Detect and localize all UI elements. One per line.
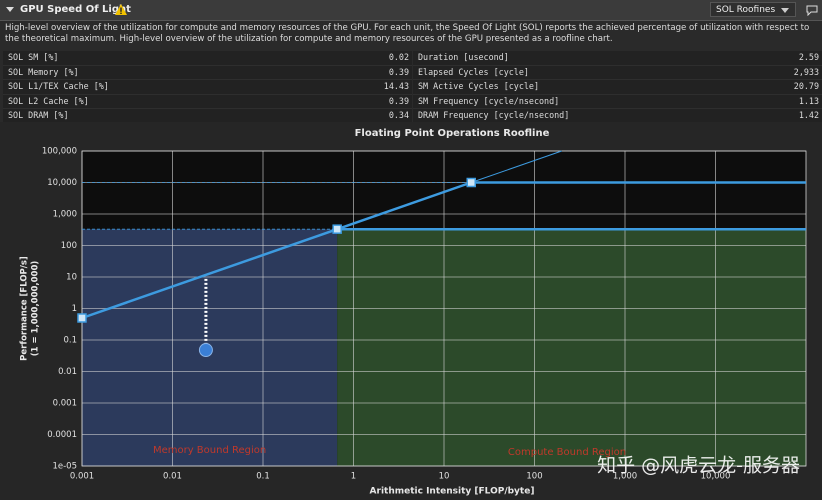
metric-value: 0.39 bbox=[388, 66, 409, 77]
x-tick-label: 0.1 bbox=[256, 472, 270, 482]
metric-row: SOL SM [%] 0.02 bbox=[3, 51, 412, 66]
metric-name: SOL L2 Cache [%] bbox=[8, 95, 89, 106]
x-tick-label: 0.001 bbox=[70, 472, 94, 482]
chart-title: Floating Point Operations Roofline bbox=[355, 128, 550, 139]
metric-value: 0.34 bbox=[388, 110, 409, 121]
metric-name: SM Frequency [cycle/nsecond] bbox=[418, 95, 560, 106]
ridge-point bbox=[332, 224, 342, 234]
metrics-table-right: Duration [usecond] 2.59 Elapsed Cycles [cy… bbox=[413, 51, 822, 124]
metric-value: 0.39 bbox=[388, 95, 409, 106]
x-tick-label: 10,000 bbox=[701, 472, 731, 482]
metric-value: 14.43 bbox=[383, 81, 409, 92]
y-tick-label: 100,000 bbox=[42, 147, 77, 157]
metric-value: 1.13 bbox=[798, 95, 819, 106]
y-axis-label: Performance [FLOP/s] bbox=[20, 256, 30, 361]
x-tick-label: 1 bbox=[351, 472, 356, 482]
y-tick-label: 100 bbox=[61, 241, 77, 251]
dropdown-label: SOL Roofines bbox=[716, 5, 776, 15]
metric-row: Elapsed Cycles [cycle] 2,933 bbox=[413, 65, 822, 81]
metric-name: SOL Memory [%] bbox=[8, 66, 79, 77]
metric-value: 2,933 bbox=[793, 66, 819, 77]
plot-border bbox=[81, 150, 807, 467]
metrics-table-left: SOL SM [%] 0.02 SOL Memory [%] 0.39 SOL L1/T… bbox=[3, 51, 412, 124]
x-tick-label: 0.01 bbox=[163, 472, 182, 482]
x-tick-label: 1,000 bbox=[613, 472, 637, 482]
metric-row: SM Frequency [cycle/nsecond] 1.13 bbox=[413, 94, 822, 110]
y-tick-label: 0.1 bbox=[63, 336, 77, 346]
metric-name: Duration [usecond] bbox=[418, 52, 509, 62]
ridge-point bbox=[466, 177, 476, 188]
metric-name: Elapsed Cycles [cycle] bbox=[418, 66, 529, 77]
watermark: 知乎 @风虎云龙-服务器 bbox=[597, 455, 800, 477]
roofline-chart: 0.001 0.01 0.1 1 10 100 1,000 10,000 1e-05 0.0001… bbox=[0, 122, 822, 500]
x-tick-label: 100 bbox=[526, 472, 542, 482]
metric-value: 2.59 bbox=[798, 52, 819, 62]
y-axis-label: (1 = 1,000,000,000) bbox=[31, 261, 41, 357]
metric-row: SM Active Cycles [cycle] 20.79 bbox=[413, 80, 822, 95]
warning-icon[interactable] bbox=[114, 3, 128, 16]
x-tick-label: 10 bbox=[439, 472, 450, 482]
comment-icon[interactable] bbox=[806, 4, 818, 16]
x-axis-label: Arithmetic Intensity [FLOP/byte] bbox=[370, 487, 535, 497]
metric-name: SOL DRAM [%] bbox=[8, 110, 69, 121]
dropdown[interactable]: SOL Roofines bbox=[710, 2, 796, 17]
metric-value: 20.79 bbox=[793, 81, 819, 92]
y-tick-label: 0.0001 bbox=[47, 430, 77, 440]
metric-value: 1.42 bbox=[798, 110, 819, 121]
compute-bound-region bbox=[337, 229, 806, 466]
roofline bbox=[471, 150, 562, 183]
dropdown-arrow bbox=[781, 8, 789, 13]
ridge-point bbox=[77, 313, 87, 323]
metric-value: 0.02 bbox=[388, 52, 409, 62]
y-tick-label: 1,000 bbox=[53, 210, 77, 220]
metric-row: SOL L1/TEX Cache [%] 14.43 bbox=[3, 80, 412, 95]
region-label: Memory Bound Region bbox=[153, 445, 266, 456]
achieved-point bbox=[198, 343, 213, 358]
y-tick-label: 1 bbox=[72, 304, 77, 314]
metric-row: SOL Memory [%] 0.39 bbox=[3, 65, 412, 81]
y-tick-label: 0.01 bbox=[58, 367, 77, 377]
metric-row: Duration [usecond] 2.59 bbox=[413, 51, 822, 66]
metric-name: SOL SM [%] bbox=[8, 52, 59, 62]
section-header[interactable]: GPU Speed Of Light SOL Roofines bbox=[0, 0, 822, 21]
y-tick-label: 1e-05 bbox=[52, 462, 77, 472]
y-tick-label: 10,000 bbox=[47, 178, 77, 188]
region-label: Compute Bound Region bbox=[508, 447, 626, 458]
metric-row: SOL L2 Cache [%] 0.39 bbox=[3, 94, 412, 110]
metric-name: SM Active Cycles [cycle] bbox=[418, 81, 540, 92]
y-tick-label: 10 bbox=[66, 273, 77, 283]
y-tick-label: 0.001 bbox=[53, 399, 77, 409]
metric-name: SOL L1/TEX Cache [%] bbox=[8, 81, 109, 92]
section-title: GPU Speed Of Light bbox=[20, 4, 131, 15]
metric-name: DRAM Frequency [cycle/nsecond] bbox=[418, 110, 570, 121]
collapse-arrow[interactable] bbox=[5, 4, 17, 16]
description: High-level overview of the utilization f… bbox=[5, 23, 810, 44]
